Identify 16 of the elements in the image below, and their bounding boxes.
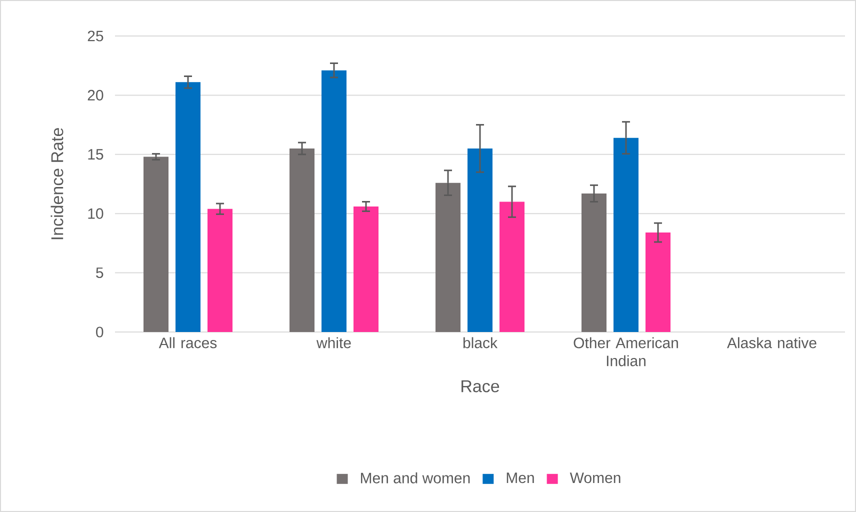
y-tick-label: 10 — [88, 208, 104, 219]
x-axis-title: Race — [462, 380, 500, 392]
x-tick-label: Other American Indian — [574, 337, 678, 366]
x-tick-label: All races — [158, 337, 217, 348]
x-tick-label: white — [316, 337, 351, 348]
y-axis-title: Incidence Rate — [50, 128, 64, 240]
y-tick-label: 25 — [88, 30, 104, 42]
x-tick-label: Alaska native — [727, 337, 816, 348]
legend-label: Men and women — [361, 472, 470, 484]
x-tick-label: black — [463, 337, 498, 348]
y-tick-label: 0 — [96, 326, 104, 338]
y-tick-label: 5 — [96, 268, 104, 278]
legend-label: Men — [506, 472, 534, 484]
legend-label: Women — [570, 472, 620, 484]
y-tick-label: 15 — [88, 149, 104, 160]
y-tick-label: 20 — [88, 90, 104, 101]
